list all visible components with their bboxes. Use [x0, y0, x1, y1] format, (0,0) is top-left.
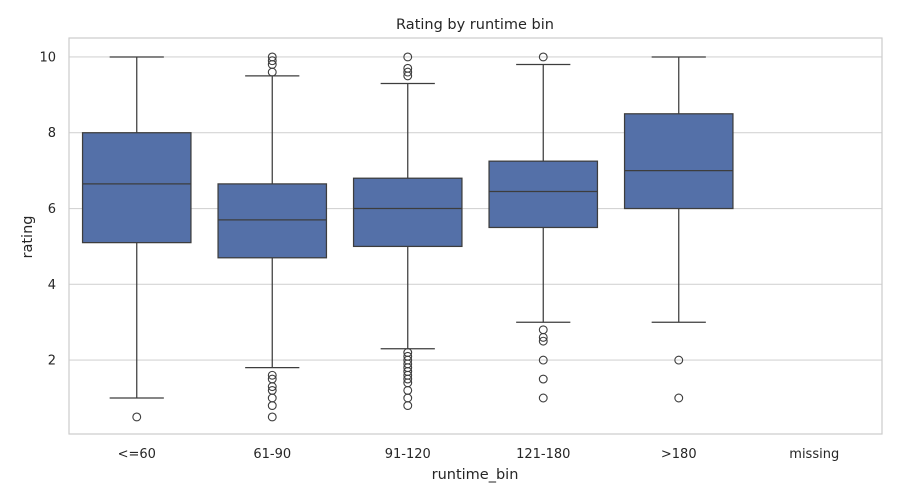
- box->180: [623, 56, 734, 403]
- box-91-120: [352, 52, 463, 411]
- x-axis-label: runtime_bin: [432, 467, 519, 483]
- outlier-point: [538, 393, 548, 403]
- x-tick-label: >180: [661, 447, 697, 462]
- outlier-point: [674, 393, 684, 403]
- outlier-point: [403, 52, 413, 62]
- outlier-point: [267, 401, 277, 411]
- outlier-point: [403, 348, 413, 357]
- outlier-point: [674, 355, 684, 365]
- x-tick-label: 61-90: [253, 447, 291, 462]
- outlier-point: [403, 63, 413, 73]
- outlier-point: [132, 412, 142, 422]
- outlier-point: [538, 325, 548, 335]
- outlier-point: [403, 351, 413, 361]
- box-61-90: [217, 52, 328, 422]
- outlier-point: [267, 385, 277, 395]
- outlier-point: [403, 393, 413, 403]
- iqr-box: [81, 132, 192, 244]
- outlier-point: [538, 336, 548, 346]
- outlier-point: [267, 374, 277, 384]
- outlier-point: [538, 374, 548, 384]
- iqr-box: [352, 177, 463, 248]
- outlier-point: [538, 52, 548, 62]
- iqr-box: [217, 183, 328, 259]
- outlier-point: [403, 401, 413, 411]
- outlier-point: [267, 56, 277, 66]
- outlier-point: [267, 393, 277, 403]
- box-series: [81, 52, 734, 422]
- x-tick-label: 91-120: [385, 447, 431, 462]
- y-axis-ticks: 2 4 6 8 10: [39, 50, 56, 368]
- y-tick-label: 4: [48, 278, 56, 293]
- gridlines: [69, 56, 882, 361]
- outlier-point: [538, 355, 548, 365]
- box-121-180: [488, 52, 599, 403]
- y-tick-label: 6: [48, 202, 56, 217]
- x-tick-label: <=60: [118, 447, 156, 462]
- outlier-point: [267, 52, 277, 62]
- chart-title: Rating by runtime bin: [396, 17, 554, 33]
- y-tick-label: 2: [48, 354, 56, 369]
- iqr-box: [488, 160, 599, 229]
- outlier-point: [267, 412, 277, 422]
- outlier-point: [403, 385, 413, 395]
- y-tick-label: 10: [39, 50, 56, 65]
- iqr-box: [623, 113, 734, 210]
- x-tick-label: 121-180: [516, 447, 570, 462]
- x-tick-label: missing: [789, 447, 839, 462]
- outlier-point: [403, 67, 413, 77]
- x-axis-ticks: <=60 61-90 91-120 121-180 >180 missing: [118, 447, 840, 462]
- plot-area-frame: [68, 37, 883, 435]
- outlier-point: [267, 370, 277, 380]
- y-tick-label: 8: [48, 126, 56, 141]
- outlier-point: [267, 67, 277, 77]
- y-axis-label: rating: [20, 216, 36, 259]
- box-<=60: [81, 56, 192, 422]
